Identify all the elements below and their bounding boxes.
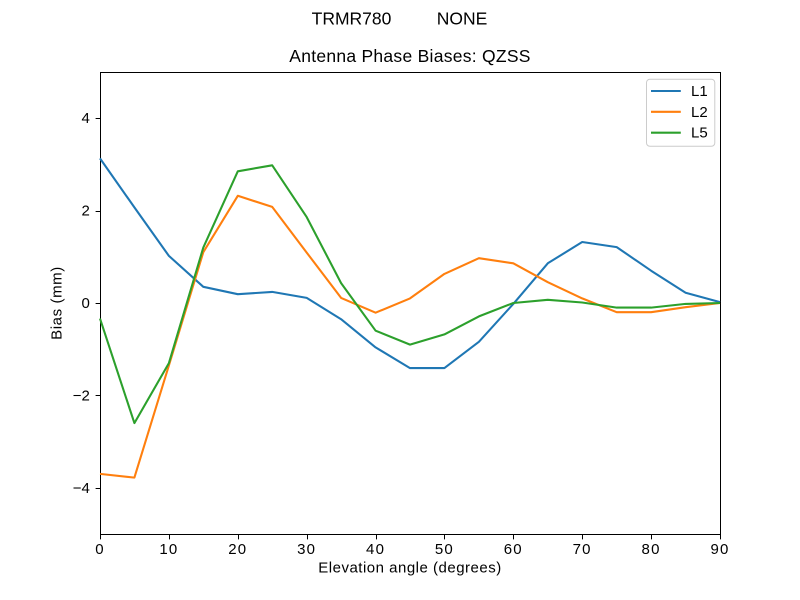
- svg-text:4: 4: [81, 110, 89, 127]
- svg-text:−2: −2: [73, 387, 90, 404]
- svg-text:70: 70: [573, 541, 592, 558]
- svg-text:NONE: NONE: [437, 9, 488, 29]
- svg-text:20: 20: [228, 541, 247, 558]
- svg-text:L2: L2: [691, 104, 708, 121]
- svg-text:50: 50: [435, 541, 454, 558]
- svg-text:−4: −4: [73, 480, 90, 497]
- svg-text:80: 80: [642, 541, 661, 558]
- svg-text:40: 40: [366, 541, 385, 558]
- svg-text:60: 60: [504, 541, 523, 558]
- svg-text:TRMR780: TRMR780: [312, 9, 392, 29]
- svg-text:0: 0: [95, 541, 105, 558]
- svg-text:L5: L5: [691, 125, 708, 142]
- svg-text:L1: L1: [691, 83, 708, 100]
- svg-text:30: 30: [297, 541, 316, 558]
- svg-text:0: 0: [81, 295, 89, 312]
- svg-text:90: 90: [710, 541, 729, 558]
- svg-text:Antenna Phase Biases: QZSS: Antenna Phase Biases: QZSS: [289, 46, 530, 66]
- svg-text:10: 10: [159, 541, 178, 558]
- svg-text:2: 2: [81, 203, 89, 220]
- svg-text:Elevation angle (degrees): Elevation angle (degrees): [318, 559, 501, 576]
- svg-text:Bias (mm): Bias (mm): [49, 266, 66, 340]
